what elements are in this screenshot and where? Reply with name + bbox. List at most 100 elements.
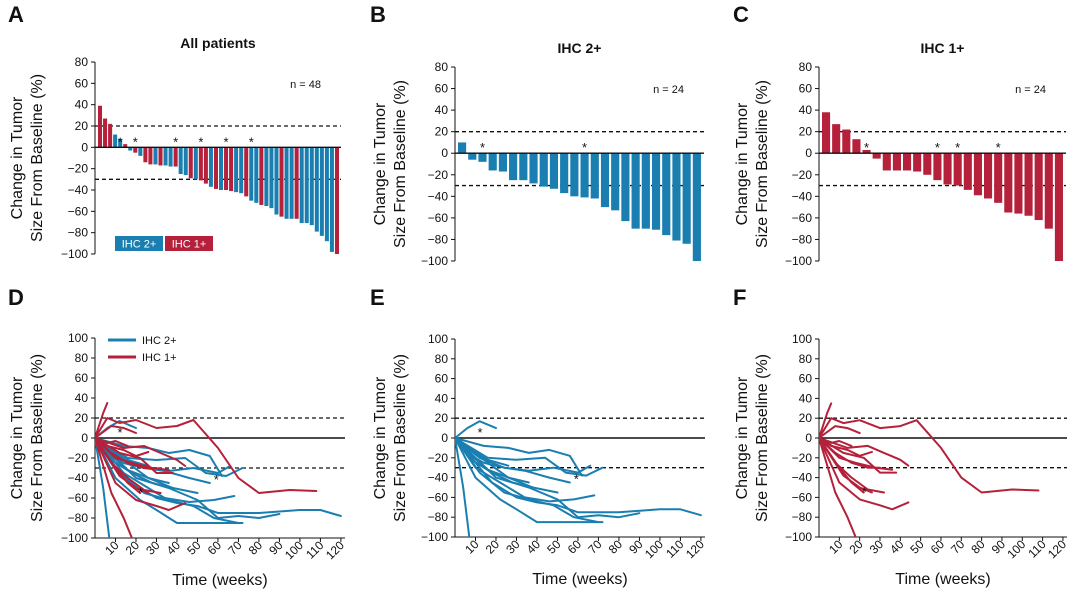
y-tick-label: −60 [792,211,813,225]
y-tick-label: −60 [68,491,89,505]
x-tick-label: 20 [483,537,503,557]
y-tick-label: −100 [785,254,812,268]
y-tick-label: −80 [792,232,813,246]
bar [1014,153,1023,214]
y-tick-label: 0 [81,140,88,154]
y-tick-label: 60 [799,82,813,96]
y-tick-label: −40 [68,183,89,197]
asterisk-marker: * [118,134,123,149]
y-tick-label: −60 [792,490,813,504]
bar [560,153,569,194]
bar [458,142,467,154]
y-tick-label: −100 [421,530,448,544]
series-line-ihc2 [455,437,471,537]
series-line-ihc2 [95,437,244,477]
bar [324,147,329,242]
asterisk-marker: * [477,425,482,440]
y-tick-label: 80 [75,55,89,69]
legend-label-ihc2: IHC 2+ [122,239,157,251]
bar [153,147,158,165]
bar [193,147,198,180]
bar [832,124,841,154]
series-group [95,402,342,538]
series-line-ihc1 [95,437,150,494]
bar [631,153,640,229]
bar [304,147,309,224]
bar [963,153,972,190]
y-tick-label: −80 [428,232,449,246]
legend-swatch-ihc1 [165,236,213,251]
series-line-ihc2 [95,437,199,494]
bar [641,153,650,229]
bar [203,147,208,184]
y-tick-label: −40 [428,471,449,485]
x-axis-title: Time (weeks) [895,571,990,588]
panel-title: All patients [180,35,256,51]
bar [478,153,487,162]
y-tick-label: −80 [68,226,89,240]
bar [539,153,548,187]
bar [892,153,901,171]
asterisk-marker: * [996,140,1001,155]
y-axis-title-line1: Change in Tumor [372,102,389,225]
bar [549,153,559,189]
y-axis-title-line1: Change in Tumor [9,96,26,219]
bar [198,147,203,181]
series-line-ihc2 [95,437,223,477]
bar [178,147,183,174]
panel-title: IHC 2+ [558,40,602,56]
y-tick-label: 100 [68,331,88,345]
y-tick-label: 40 [435,391,449,405]
bar [208,147,213,187]
x-tick-label: 70 [225,538,245,558]
x-tick-label: 70 [585,537,605,557]
asterisk-marker: * [480,140,485,155]
x-axis-title: Time (weeks) [532,571,627,588]
bar [229,147,234,192]
bar [1024,153,1033,216]
bar [123,144,128,148]
panel-a: A 80 60 40 20 0 −20 −40 −60 −80 −100 Change in Tumo… [8,2,341,261]
x-tick-label: 40 [887,537,907,557]
y-tick-label: 100 [792,332,812,346]
bar [319,147,324,236]
x-tick-label: 80 [606,537,626,557]
bar [133,147,138,153]
y-tick-label: −60 [428,490,449,504]
bar [953,153,962,186]
bar [143,147,148,163]
series-line-ihc1 [819,437,898,474]
bar [219,147,224,190]
y-tick-label: 0 [441,431,448,445]
panel-label-c: C [733,2,749,27]
bar [334,147,339,254]
asterisk-marker: * [133,134,138,149]
x-tick-label: 60 [928,537,948,557]
bar [148,147,153,165]
x-tick-label: 60 [565,537,585,557]
y-tick-label: −40 [68,471,89,485]
bar [309,147,314,226]
panel-label-d: D [8,285,24,310]
x-tick-label: 120 [683,537,707,561]
bar [269,147,274,209]
series-line-ihc1 [95,437,174,474]
bar [509,153,518,181]
bar [103,118,108,148]
x-tick-label: 10 [102,538,122,558]
bar [692,153,701,261]
y-tick-label: −60 [428,211,449,225]
y-tick-label: 40 [799,103,813,117]
series-line-ihc2 [455,437,604,477]
asterisk-marker: * [582,140,587,155]
bar [842,129,851,154]
bar [468,153,477,160]
asterisk-marker: * [935,140,940,155]
bar [580,153,589,198]
asterisk-marker: * [955,140,960,155]
y-axis-title-line2: Size From Baseline (%) [392,80,409,248]
panel-label-e: E [370,285,385,310]
series-line-ihc1 [819,417,1040,494]
bar [994,153,1003,203]
